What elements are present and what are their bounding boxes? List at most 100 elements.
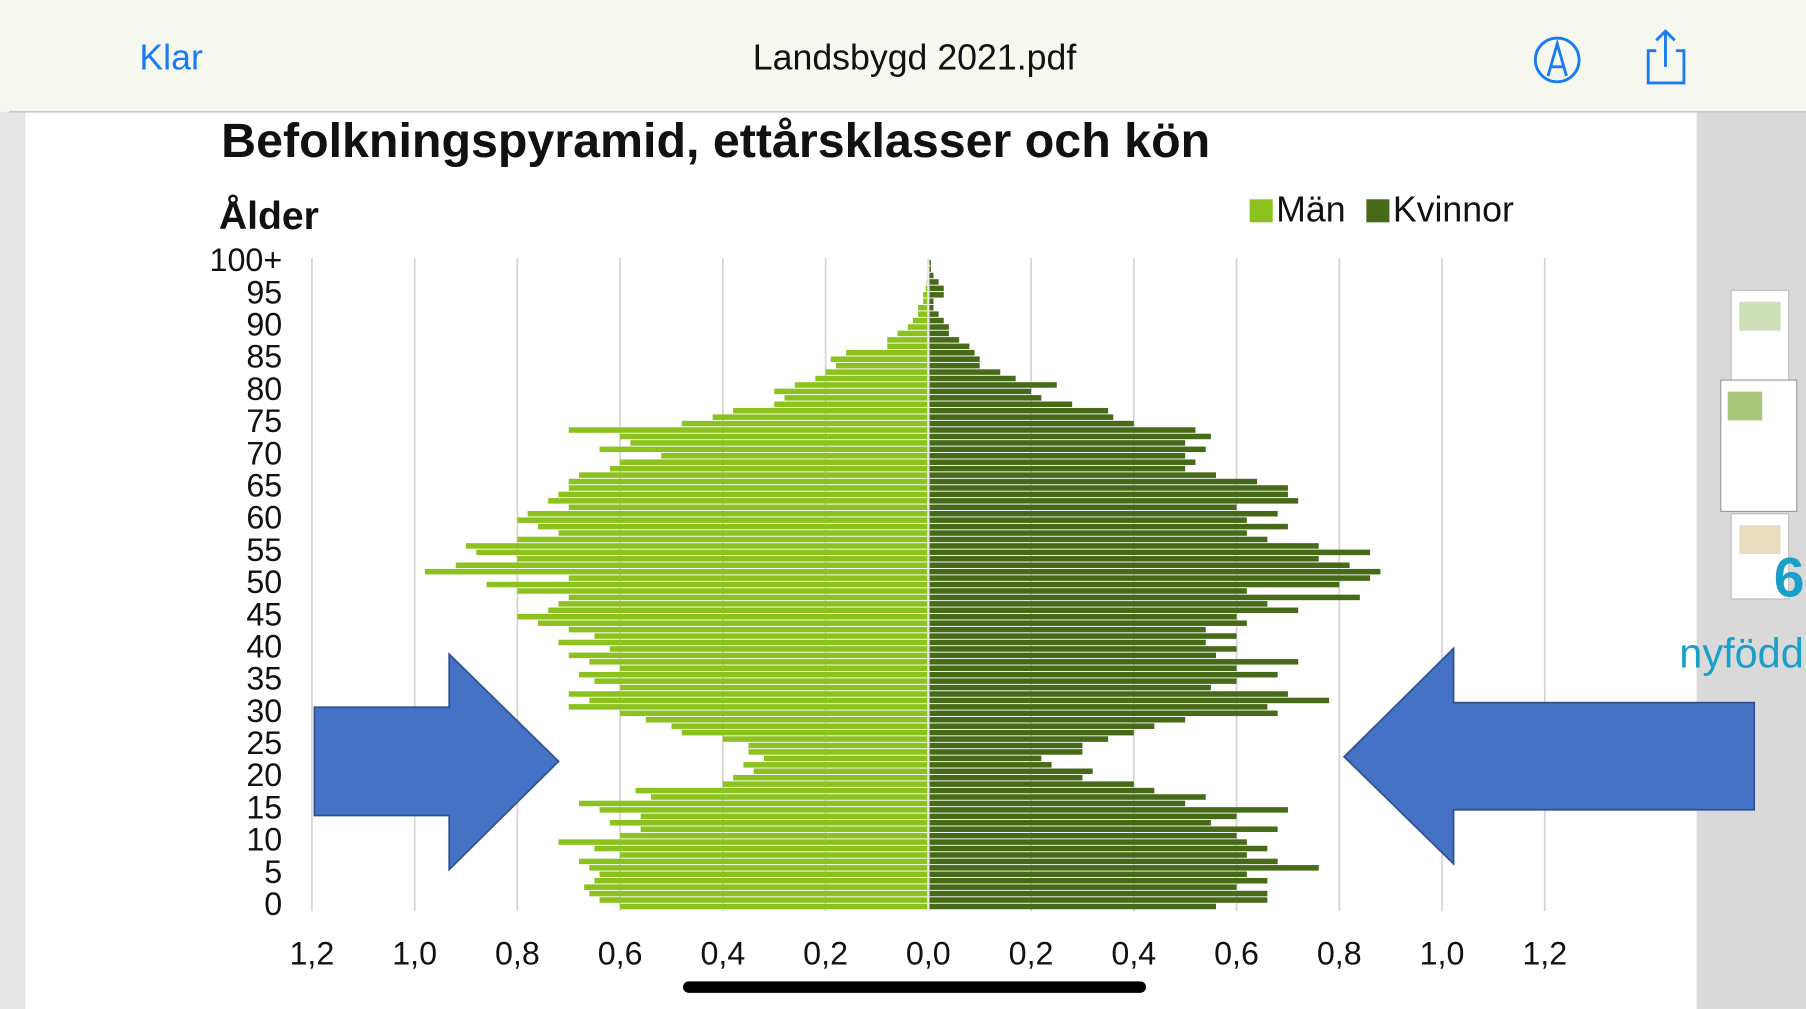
side-label: nyfödd: [1679, 629, 1803, 676]
bar: [579, 472, 928, 478]
bar: [913, 318, 928, 324]
bar: [928, 685, 1211, 691]
bar: [641, 826, 929, 832]
y-tick-label: 10: [246, 822, 282, 858]
bar: [928, 447, 1205, 453]
y-tick-label: 65: [246, 467, 282, 503]
bar: [898, 331, 929, 337]
y-tick-label: 20: [246, 757, 282, 793]
y-tick-label: 50: [246, 564, 282, 600]
bar: [733, 775, 928, 781]
bar: [476, 550, 928, 556]
bar: [928, 434, 1211, 440]
y-tick-label: 15: [246, 789, 282, 825]
bar: [928, 665, 1236, 671]
bar: [928, 414, 1113, 420]
y-tick-label: 80: [246, 371, 282, 407]
bar: [579, 672, 928, 678]
x-tick-label: 0,4: [1111, 936, 1156, 972]
bar: [538, 524, 928, 530]
bar: [928, 646, 1236, 652]
bar: [928, 575, 1370, 581]
bar: [887, 344, 928, 350]
bar: [569, 691, 929, 697]
bar: [610, 466, 928, 472]
bar: [928, 846, 1267, 852]
bar: [594, 878, 928, 884]
bar: [928, 517, 1246, 523]
bar: [569, 505, 929, 511]
bar: [928, 807, 1288, 813]
bar: [928, 363, 979, 369]
bar: [589, 891, 928, 897]
x-tick-label: 1,2: [289, 936, 334, 972]
bar: [928, 672, 1277, 678]
bar: [579, 859, 928, 865]
bar: [918, 311, 928, 317]
bar: [589, 659, 928, 665]
bar: [558, 492, 928, 498]
y-tick-label: 70: [246, 435, 282, 471]
bar: [620, 904, 928, 910]
bar: [826, 369, 929, 375]
screen: Klar Landsbygd 2021.pdf 6 nyfödd Befolkn…: [0, 0, 1806, 1009]
bar: [928, 311, 938, 317]
legend-label: Män: [1276, 189, 1345, 229]
bar: [928, 891, 1267, 897]
bar: [928, 421, 1133, 427]
bar: [928, 820, 1211, 826]
bar: [928, 498, 1298, 504]
bar: [928, 569, 1380, 575]
bar: [928, 904, 1216, 910]
bar: [928, 833, 1236, 839]
y-tick-label: 5: [264, 854, 282, 890]
bar: [620, 852, 928, 858]
x-tick-label: 0,2: [1009, 936, 1054, 972]
bar: [887, 337, 928, 343]
bar: [569, 427, 929, 433]
bar: [928, 614, 1236, 620]
bar: [928, 756, 1041, 762]
x-tick-label: 0,4: [700, 936, 745, 972]
bar: [928, 543, 1318, 549]
bar: [928, 550, 1370, 556]
bar: [928, 678, 1236, 684]
bar: [928, 627, 1205, 633]
bar: [928, 537, 1267, 543]
done-button[interactable]: Klar: [139, 37, 203, 77]
bar: [928, 369, 1000, 375]
bar: [600, 807, 929, 813]
y-tick-label: 40: [246, 628, 282, 664]
bar: [928, 633, 1236, 639]
bar: [928, 505, 1236, 511]
bar: [928, 395, 1041, 401]
bar: [682, 730, 929, 736]
bar: [774, 389, 928, 395]
x-tick-label: 0,2: [803, 936, 848, 972]
bar: [918, 305, 928, 311]
bar: [928, 588, 1246, 594]
bar: [928, 897, 1267, 903]
bar: [620, 434, 928, 440]
bar: [589, 865, 928, 871]
bar: [928, 562, 1349, 568]
bar: [928, 324, 949, 330]
bar: [569, 595, 929, 601]
x-tick-label: 1,0: [1420, 936, 1465, 972]
x-tick-label: 0,0: [906, 936, 951, 972]
bar: [466, 543, 928, 549]
x-tick-label: 0,6: [598, 936, 643, 972]
y-tick-label: 100+: [210, 242, 283, 278]
bar: [928, 402, 1072, 408]
bar: [620, 833, 928, 839]
bar: [548, 498, 928, 504]
bar: [928, 878, 1267, 884]
bar: [569, 653, 929, 659]
bar: [558, 839, 928, 845]
bar: [928, 691, 1288, 697]
bar: [610, 820, 928, 826]
document-title: Landsbygd 2021.pdf: [753, 37, 1077, 77]
bar: [928, 736, 1108, 742]
bar: [600, 447, 929, 453]
bar: [569, 627, 929, 633]
